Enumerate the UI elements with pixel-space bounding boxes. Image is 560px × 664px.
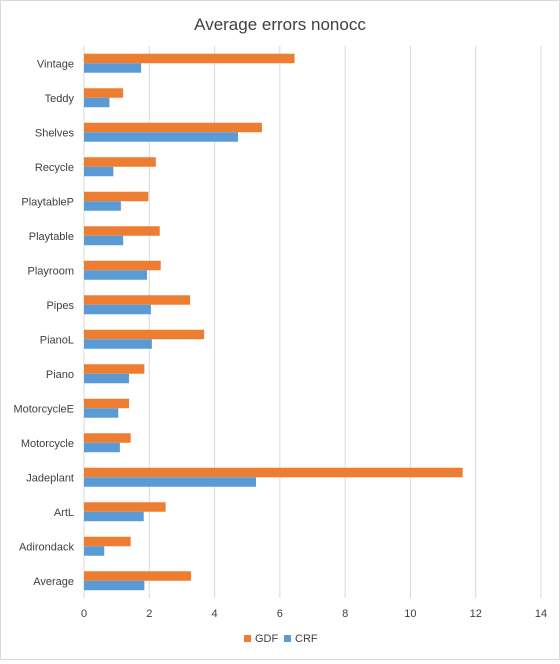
- x-axis-ticks: 0 2 4 6 8 10 12 14: [81, 608, 547, 620]
- category-label: Motorcycle: [21, 438, 74, 450]
- bar-gdf: [84, 502, 166, 512]
- bar-crf: [84, 339, 152, 349]
- bar-gdf: [84, 364, 145, 374]
- bar-crf: [84, 408, 119, 418]
- legend-label-crf: CRF: [295, 633, 318, 645]
- category-label: Playroom: [28, 265, 74, 277]
- category-label: Adirondack: [19, 541, 75, 553]
- category-label: Piano: [46, 369, 74, 381]
- category-label: Recycle: [35, 162, 74, 174]
- bar-crf: [84, 477, 257, 487]
- bar-crf: [84, 166, 114, 177]
- bar-gdf: [84, 536, 131, 547]
- bar-gdf: [84, 467, 463, 478]
- category-labels: Vintage Teddy Shelves Recycle PlaytableP Play…: [13, 58, 74, 588]
- category-label: ArtL: [54, 507, 74, 519]
- legend: GDF CRF: [244, 633, 318, 645]
- category-label: Average: [33, 576, 74, 588]
- legend-swatch-crf: [284, 635, 291, 642]
- bar-crf: [84, 580, 145, 591]
- bar-gdf: [84, 157, 156, 167]
- bar-crf: [84, 442, 120, 453]
- category-label: Pipes: [46, 300, 74, 312]
- x-tick-label: 10: [404, 608, 416, 620]
- bar-crf: [84, 235, 124, 246]
- bar-gdf: [84, 122, 262, 133]
- bar-gdf: [84, 53, 295, 64]
- x-tick-label: 12: [470, 608, 482, 620]
- bar-gdf: [84, 295, 191, 305]
- x-tick-label: 6: [277, 608, 283, 620]
- bar-gdf: [84, 398, 130, 409]
- bar-crf: [84, 270, 148, 280]
- bar-gdf: [84, 88, 124, 98]
- category-label: Shelves: [35, 127, 75, 139]
- bar-crf: [84, 201, 121, 211]
- x-tick-label: 14: [535, 608, 547, 620]
- bar-crf: [84, 511, 144, 522]
- bar-crf: [84, 132, 239, 142]
- x-tick-label: 4: [212, 608, 218, 620]
- bar-crf: [84, 304, 151, 315]
- x-tick-label: 8: [342, 608, 348, 620]
- bar-gdf: [84, 329, 205, 340]
- category-label: Playtable: [29, 231, 74, 243]
- category-label: PianoL: [40, 334, 74, 346]
- category-label: Teddy: [45, 93, 75, 105]
- x-tick-label: 0: [81, 608, 87, 620]
- legend-swatch-gdf: [244, 635, 251, 642]
- bar-crf: [84, 373, 130, 384]
- legend-label-gdf: GDF: [255, 633, 279, 645]
- bar-crf: [84, 63, 142, 73]
- category-label: MotorcycleE: [13, 403, 74, 415]
- category-label: Vintage: [37, 58, 74, 70]
- bar-gdf: [84, 571, 192, 581]
- bar-gdf: [84, 433, 131, 443]
- bar-crf: [84, 546, 105, 556]
- x-tick-label: 2: [146, 608, 152, 620]
- category-label: Jadeplant: [26, 472, 74, 484]
- category-label: PlaytableP: [21, 196, 74, 208]
- bar-crf: [84, 97, 110, 108]
- bar-gdf: [84, 191, 149, 202]
- bar-gdf: [84, 226, 160, 236]
- chart-title: Average errors nonocc: [194, 15, 366, 34]
- bar-gdf: [84, 260, 161, 271]
- bars: [84, 53, 463, 591]
